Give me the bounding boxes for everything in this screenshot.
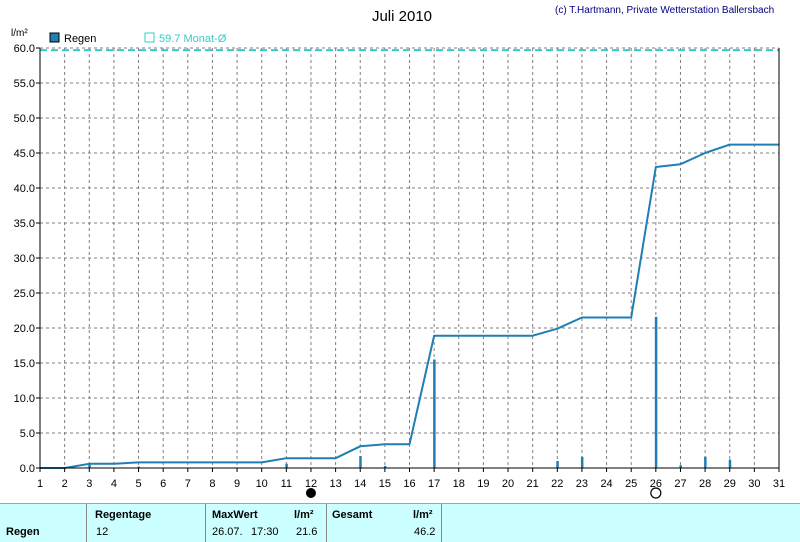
x-tick-label: 7 (185, 478, 191, 490)
y-tick-label: 55.0 (14, 78, 35, 90)
legend-regen-swatch (49, 32, 60, 43)
y-tick-label: 20.0 (14, 323, 35, 335)
gesamt-unit: l/m² (413, 509, 433, 521)
y-axis-unit-label: l/m² (11, 28, 28, 39)
x-tick-label: 9 (234, 478, 240, 490)
daily-rain-bar (433, 359, 436, 468)
x-tick-label: 1 (37, 478, 43, 490)
y-tick-label: 35.0 (14, 218, 35, 230)
y-tick-label: 45.0 (14, 148, 35, 160)
regentage-value: 12 (96, 526, 109, 538)
x-tick-label: 30 (748, 478, 760, 490)
daily-rain-bar (285, 463, 288, 468)
daily-rain-bar (359, 456, 362, 468)
summary-row-label: Regen (6, 526, 40, 538)
y-tick-label: 25.0 (14, 288, 35, 300)
y-tick-label: 10.0 (14, 393, 35, 405)
full-moon-icon (650, 487, 662, 499)
maxwert-time: 17:30 (251, 526, 279, 538)
daily-rain-bar (137, 466, 141, 468)
maxwert-unit: l/m² (294, 509, 314, 521)
maxwert-header: MaxWert (212, 509, 258, 521)
summary-panel: Regen Regentage 12 MaxWert l/m² 26.07. 1… (0, 503, 800, 542)
y-tick-label: 0.0 (20, 463, 35, 475)
gesamt-value: 46.2 (414, 526, 436, 538)
chart-title: Juli 2010 (372, 8, 432, 25)
y-tick-label: 15.0 (14, 358, 35, 370)
maxwert-date: 26.07. (212, 526, 243, 538)
daily-rain-bar (704, 456, 707, 468)
x-tick-label: 19 (477, 478, 489, 490)
rainfall-chart: Juli 2010 (c) T.Hartmann, Private Wetter… (11, 5, 785, 499)
divider (441, 504, 442, 542)
daily-rain-bar (679, 465, 682, 468)
x-tick-label: 6 (160, 478, 166, 490)
daily-rain-bar (88, 464, 91, 468)
daily-rain-bar (654, 316, 658, 468)
cumulative-rain-line (40, 143, 779, 469)
x-tick-label: 14 (354, 478, 366, 490)
x-tick-label: 31 (773, 478, 785, 490)
x-tick-label: 21 (527, 478, 539, 490)
legend-regen-label: Regen (64, 33, 96, 45)
x-tick-label: 11 (281, 478, 292, 490)
copyright-text: (c) T.Hartmann, Private Wetterstation Ba… (555, 5, 774, 16)
x-tick-label: 8 (209, 478, 215, 490)
legend-monthly-avg-swatch (144, 32, 155, 43)
x-tick-label: 2 (62, 478, 68, 490)
gesamt-header: Gesamt (332, 509, 373, 521)
daily-rain-bar (556, 461, 559, 468)
x-tick-label: 13 (329, 478, 341, 490)
x-tick-label: 23 (576, 478, 588, 490)
x-tick-label: 4 (111, 478, 117, 490)
divider (86, 504, 87, 542)
daily-rain-bar (383, 465, 387, 468)
daily-rain-bar (580, 456, 584, 468)
maxwert-value: 21.6 (296, 526, 318, 538)
y-tick-label: 5.0 (20, 428, 35, 440)
x-tick-label: 22 (551, 478, 563, 490)
x-tick-label: 27 (674, 478, 686, 490)
x-tick-label: 26 (650, 478, 662, 490)
x-tick-label: 10 (256, 478, 268, 490)
x-tick-label: 17 (428, 478, 440, 490)
x-tick-label: 5 (135, 478, 141, 490)
new-moon-icon (305, 488, 316, 498)
y-tick-label: 50.0 (14, 113, 35, 125)
x-tick-label: 15 (379, 478, 391, 490)
y-tick-label: 40.0 (14, 183, 35, 195)
legend: Regen 59.7 Monat-Ø (49, 32, 227, 45)
y-tick-label: 60.0 (14, 43, 35, 55)
x-tick-label: 20 (502, 478, 514, 490)
legend-monthly-avg-label: 59.7 Monat-Ø (159, 33, 227, 45)
divider (205, 504, 206, 542)
x-tick-label: 28 (699, 478, 711, 490)
divider (326, 504, 327, 542)
x-tick-label: 29 (724, 478, 736, 490)
x-tick-label: 25 (625, 478, 637, 490)
regentage-header: Regentage (95, 509, 152, 521)
y-tick-label: 30.0 (14, 253, 35, 265)
x-tick-label: 18 (453, 478, 465, 490)
x-tick-label: 16 (403, 478, 415, 490)
daily-rain-bar (728, 459, 732, 468)
x-tick-label: 24 (600, 478, 612, 490)
x-tick-label: 3 (86, 478, 92, 490)
x-tick-label: 12 (305, 478, 317, 490)
